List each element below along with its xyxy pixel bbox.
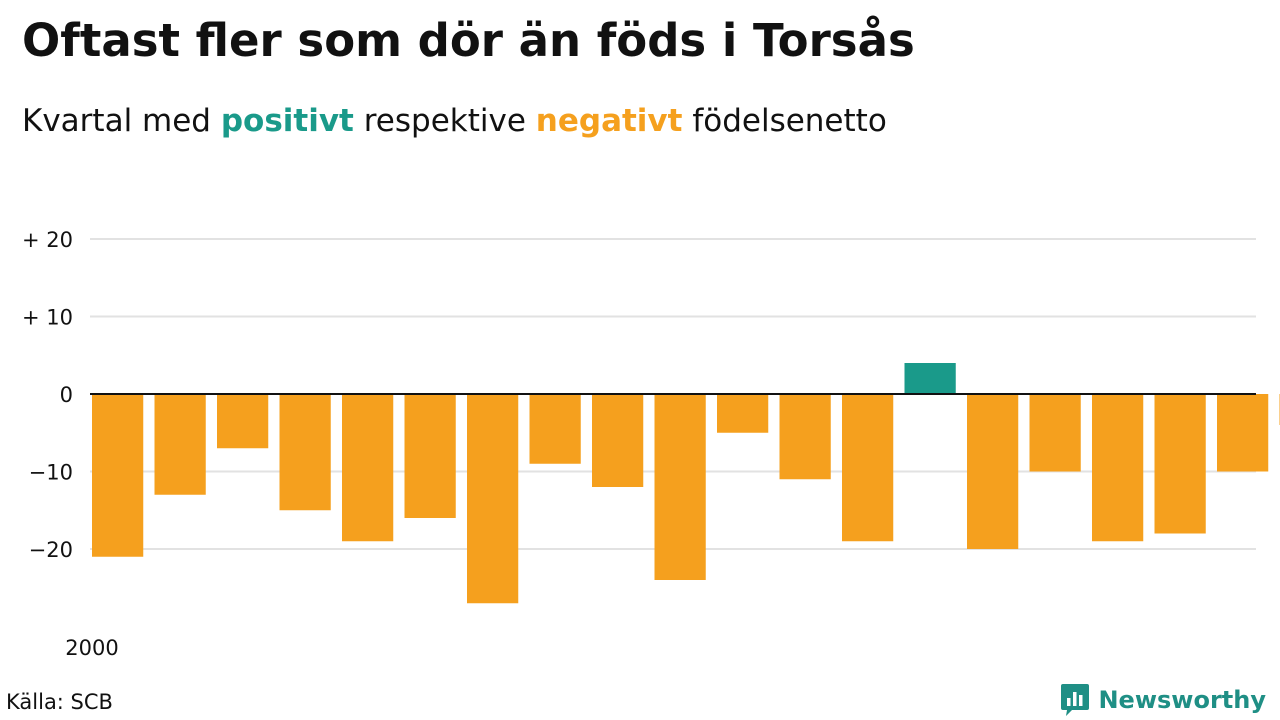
x-axis-ticks: 20002005201020152020 <box>65 636 118 660</box>
chart-subtitle: Kvartal med positivt respektive negativt… <box>22 100 887 142</box>
bars <box>92 363 1280 604</box>
bar-negative <box>842 394 894 542</box>
y-tick-label: + 20 <box>22 228 73 252</box>
bar-negative <box>217 394 269 449</box>
bar-negative <box>1092 394 1144 542</box>
x-tick-label: 2000 <box>65 636 118 660</box>
bar-negative <box>1154 394 1206 534</box>
bar-negative <box>654 394 706 580</box>
bar-negative <box>779 394 831 480</box>
y-tick-label: −20 <box>29 538 73 562</box>
subtitle-after: födelsenetto <box>682 103 887 139</box>
newsworthy-chart-bubble-icon <box>1061 684 1090 716</box>
bar-negative <box>154 394 206 495</box>
bar-positive <box>904 363 956 394</box>
brand-name: Newsworthy <box>1098 686 1266 714</box>
bar-negative <box>529 394 581 464</box>
bar-negative <box>717 394 769 433</box>
y-axis-ticks: + 20 + 10 0 −10 −20 <box>22 228 73 562</box>
bar-negative <box>92 394 144 557</box>
subtitle-negative-word: negativt <box>535 103 683 139</box>
subtitle-before: Kvartal med <box>22 103 221 139</box>
subtitle-positive-word: positivt <box>220 103 354 139</box>
source-note: Källa: SCB <box>6 690 113 714</box>
bar-negative <box>404 394 456 518</box>
bar-negative <box>1029 394 1081 472</box>
bar-negative <box>592 394 644 487</box>
bar-negative <box>279 394 331 511</box>
bar-negative <box>967 394 1019 549</box>
bar-negative <box>1217 394 1269 472</box>
y-tick-label: + 10 <box>22 306 73 330</box>
brand-logo: Newsworthy <box>1060 683 1266 717</box>
bar-negative <box>467 394 519 604</box>
bar-negative <box>342 394 394 542</box>
chart-title: Oftast fler som dör än föds i Torsås <box>22 14 915 67</box>
y-tick-label: −10 <box>29 461 73 485</box>
subtitle-middle: respektive <box>353 103 536 139</box>
y-tick-label: 0 <box>60 383 73 407</box>
